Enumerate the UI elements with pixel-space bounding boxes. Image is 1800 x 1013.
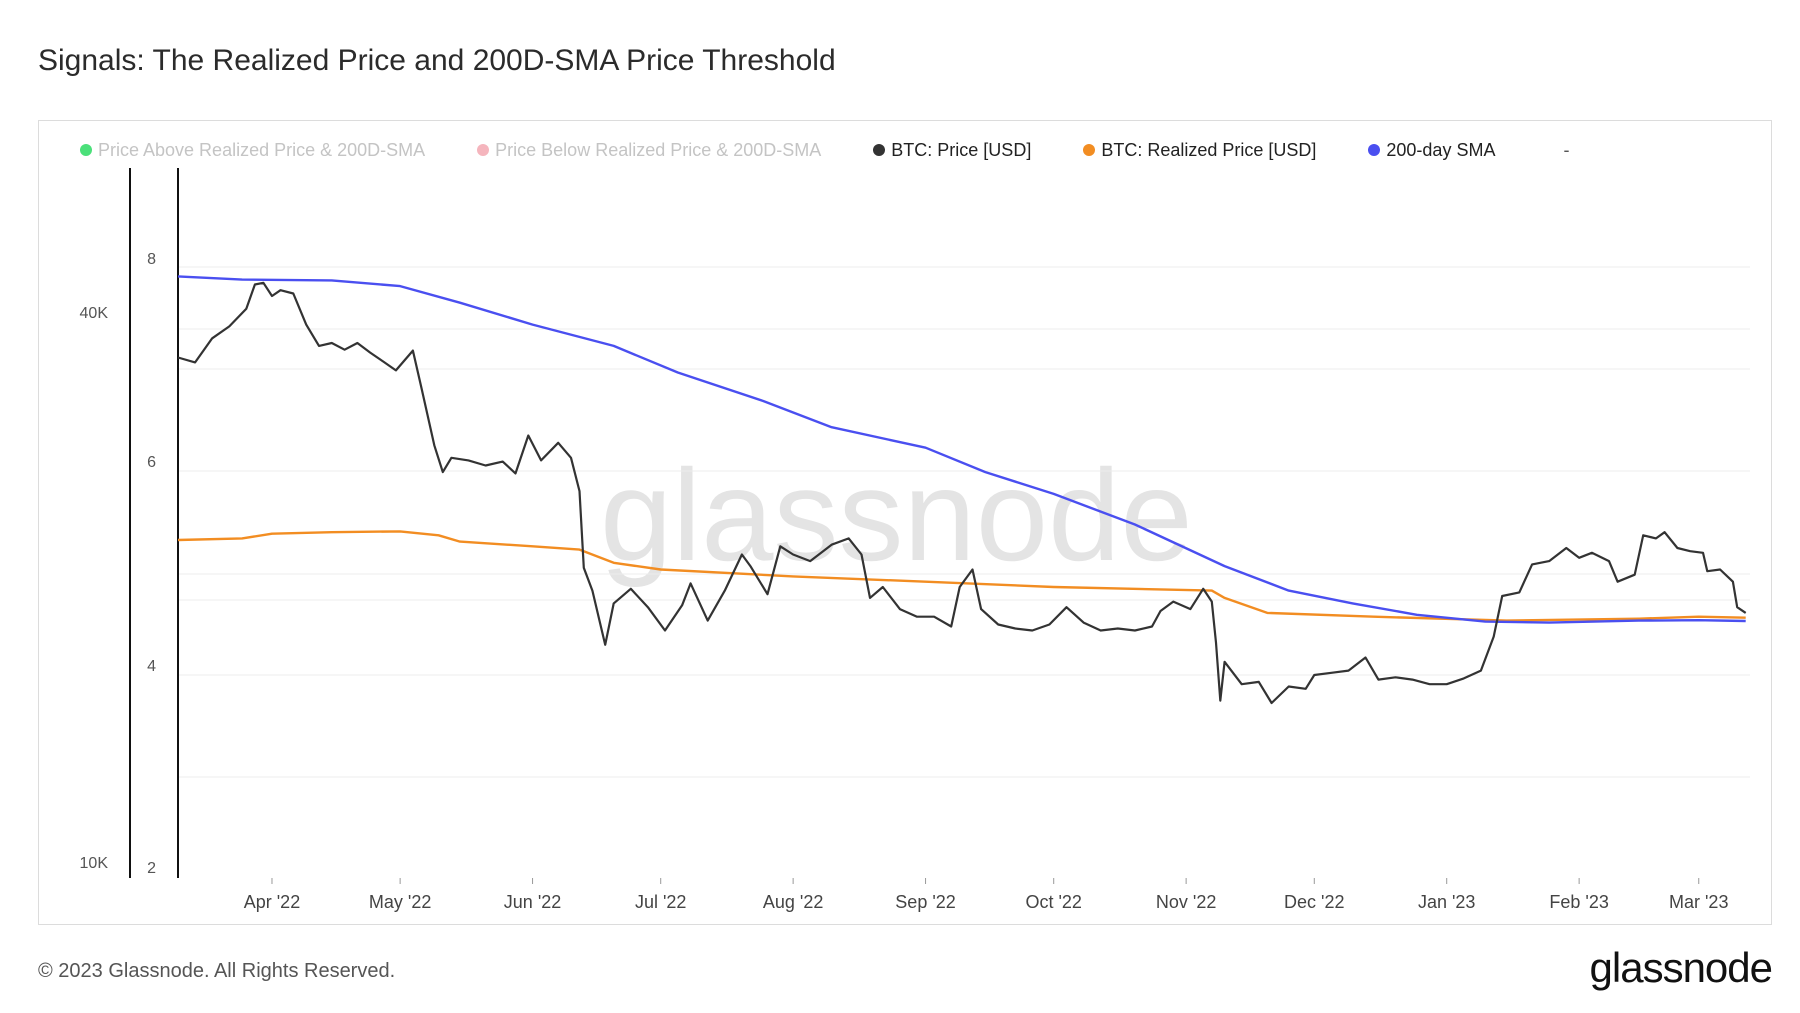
legend-item-200d-sma[interactable]: 200-day SMA - <box>1368 140 1569 161</box>
x-tick-label: Apr '22 <box>244 892 300 912</box>
legend: Price Above Realized Price & 200D-SMA Pr… <box>80 138 1621 162</box>
x-tick-label: Jul '22 <box>635 892 686 912</box>
glassnode-logo: glassnode <box>1589 944 1773 991</box>
legend-item-realized-price[interactable]: BTC: Realized Price [USD] <box>1083 140 1316 161</box>
series-group <box>177 275 1747 705</box>
legend-dot-blue <box>1368 144 1381 156</box>
legend-item-btc-price[interactable]: BTC: Price [USD] <box>873 140 1031 161</box>
y-tick-label-inner: 8 <box>147 251 156 268</box>
series-line-btc-price-usd <box>177 281 1747 705</box>
y-tick-label-inner: 6 <box>147 454 156 471</box>
y-tick-label-inner: 2 <box>147 860 156 877</box>
legend-label: Price Above Realized Price & 200D-SMA <box>98 139 426 160</box>
y-tick-label-outer: 40K <box>80 305 109 322</box>
chart-frame <box>38 120 1772 925</box>
y-tick-label-outer: 10K <box>80 855 109 872</box>
legend-dot-pink <box>477 144 490 156</box>
x-tick-label: Jan '23 <box>1418 892 1475 912</box>
x-tick-label: Feb '23 <box>1549 892 1608 912</box>
x-tick-label: Mar '23 <box>1669 892 1728 912</box>
legend-label: BTC: Price [USD] <box>891 139 1032 160</box>
x-tick-label: Jun '22 <box>504 892 561 912</box>
watermark: glassnode <box>600 442 1193 588</box>
legend-label: 200-day SMA <box>1386 139 1496 160</box>
series-line-btc-realized-price-usd <box>177 530 1746 622</box>
x-tick-label: Dec '22 <box>1284 892 1344 912</box>
legend-dot-black <box>873 144 886 156</box>
legend-dot-orange <box>1083 144 1096 156</box>
x-tick-label: Nov '22 <box>1156 892 1216 912</box>
legend-label: Price Below Realized Price & 200D-SMA <box>495 139 822 160</box>
legend-label: BTC: Realized Price [USD] <box>1101 139 1317 160</box>
x-tick-label: Aug '22 <box>763 892 824 912</box>
x-tick-label: May '22 <box>369 892 431 912</box>
legend-item-price-below[interactable]: Price Below Realized Price & 200D-SMA <box>477 140 821 161</box>
x-ticks: Apr '22 May '22 Jun '22 Jul '22 Aug '22 Sep '… <box>244 878 1728 912</box>
series-line-200-day-sma <box>177 275 1746 624</box>
chart-title: Signals: The Realized Price and 200D-SMA… <box>38 44 836 77</box>
y-tick-label-inner: 4 <box>147 658 156 675</box>
legend-extra: - <box>1563 139 1570 160</box>
y-ticks: 40K 10K 8 6 4 2 <box>80 251 157 877</box>
x-tick-label: Sep '22 <box>895 892 956 912</box>
x-tick-label: Oct '22 <box>1025 892 1081 912</box>
grid <box>178 266 1750 778</box>
legend-item-price-above[interactable]: Price Above Realized Price & 200D-SMA <box>80 140 425 161</box>
copyright-footer: © 2023 Glassnode. All Rights Reserved. <box>38 960 396 982</box>
legend-dot-green <box>80 144 92 156</box>
